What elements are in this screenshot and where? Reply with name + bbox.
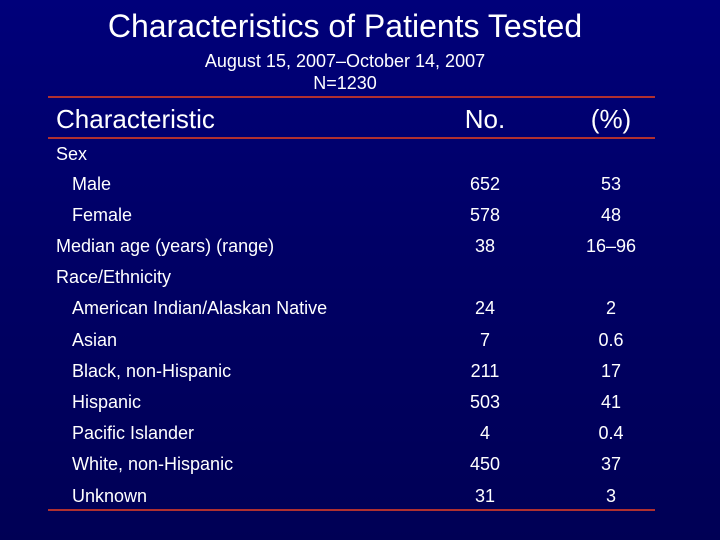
table-row: Male 652 53 bbox=[0, 174, 720, 198]
table-row: Hispanic 503 41 bbox=[0, 392, 720, 416]
header-no: No. bbox=[464, 104, 506, 134]
table-row: Median age (years) (range) 38 16–96 bbox=[0, 236, 720, 260]
row-count: 4 bbox=[479, 423, 490, 443]
row-percent: 3 bbox=[605, 486, 616, 506]
row-label: American Indian/Alaskan Native bbox=[72, 298, 328, 318]
table-row: Pacific Islander 4 0.4 bbox=[0, 423, 720, 447]
table-row: White, non-Hispanic 450 37 bbox=[0, 454, 720, 478]
table-top-rule bbox=[48, 96, 655, 98]
header-pct: (%) bbox=[590, 104, 632, 134]
row-label: Female bbox=[72, 205, 133, 225]
row-label: White, non-Hispanic bbox=[72, 454, 234, 474]
row-count: 652 bbox=[469, 174, 501, 194]
row-count: 450 bbox=[469, 454, 501, 474]
header-characteristic: Characteristic bbox=[56, 104, 215, 134]
row-percent: 2 bbox=[605, 298, 616, 318]
row-count: 24 bbox=[474, 298, 496, 318]
table-row: Black, non-Hispanic 211 17 bbox=[0, 361, 720, 385]
table-bottom-rule bbox=[48, 509, 655, 511]
row-count: 7 bbox=[479, 330, 490, 350]
row-count: 38 bbox=[474, 236, 496, 256]
table-row: Asian 7 0.6 bbox=[0, 330, 720, 354]
row-label: Asian bbox=[72, 330, 118, 350]
date-range-subtitle: August 15, 2007–October 14, 2007 bbox=[204, 51, 486, 71]
row-count: 31 bbox=[474, 486, 496, 506]
row-label: Hispanic bbox=[72, 392, 142, 412]
row-count: 503 bbox=[469, 392, 501, 412]
row-label: Sex bbox=[56, 144, 88, 164]
table-row: Female 578 48 bbox=[0, 205, 720, 229]
table-row: Unknown 31 3 bbox=[0, 486, 720, 510]
row-label: Unknown bbox=[72, 486, 148, 506]
table-row: American Indian/Alaskan Native 24 2 bbox=[0, 298, 720, 322]
row-label: Black, non-Hispanic bbox=[72, 361, 232, 381]
table-header-rule bbox=[48, 137, 655, 139]
sample-size-subtitle: N=1230 bbox=[313, 73, 377, 93]
row-label: Pacific Islander bbox=[72, 423, 195, 443]
row-percent: 53 bbox=[600, 174, 622, 194]
page-title: Characteristics of Patients Tested bbox=[107, 8, 583, 44]
row-label: Race/Ethnicity bbox=[56, 267, 172, 287]
row-percent: 41 bbox=[600, 392, 622, 412]
row-count: 211 bbox=[470, 361, 500, 381]
row-label: Male bbox=[72, 174, 112, 194]
row-percent: 48 bbox=[600, 205, 622, 225]
table-row: Sex bbox=[0, 144, 720, 168]
row-percent: 0.4 bbox=[598, 423, 624, 443]
row-percent: 16–96 bbox=[585, 236, 637, 256]
table-row: Race/Ethnicity bbox=[0, 267, 720, 291]
row-percent: 17 bbox=[600, 361, 622, 381]
row-percent: 0.6 bbox=[598, 330, 624, 350]
row-percent: 37 bbox=[600, 454, 622, 474]
row-count: 578 bbox=[469, 205, 501, 225]
row-label: Median age (years) (range) bbox=[56, 236, 275, 256]
